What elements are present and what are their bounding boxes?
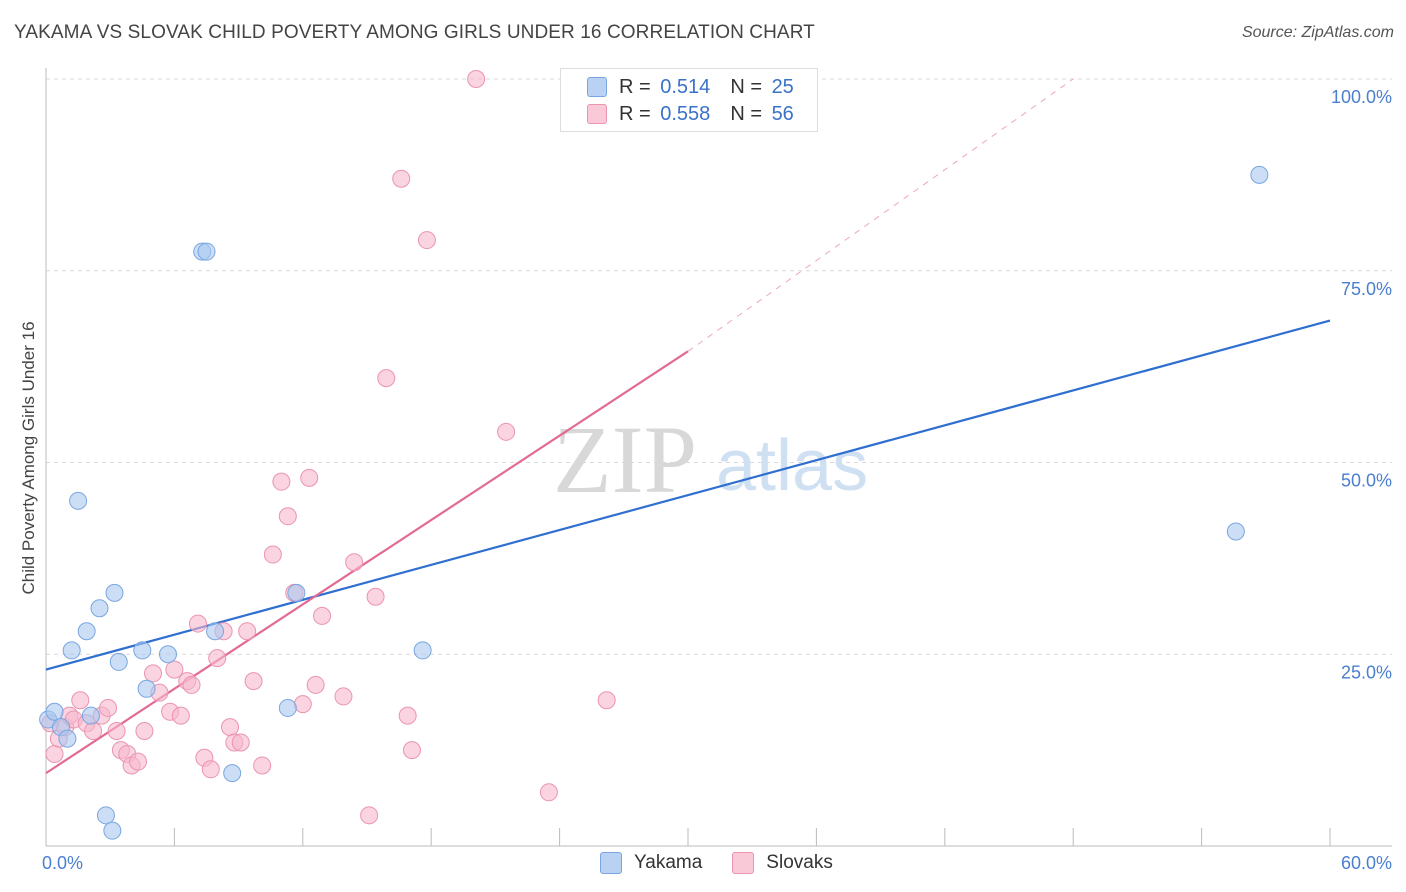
yakama-point bbox=[223, 764, 242, 783]
source-label: Source: ZipAtlas.com bbox=[1241, 24, 1394, 41]
slovaks-point bbox=[597, 691, 616, 710]
yakama-point bbox=[1250, 165, 1269, 184]
slovaks-point bbox=[238, 622, 257, 641]
x-tick-label: 0.0% bbox=[42, 853, 83, 873]
yakama-point bbox=[96, 806, 115, 825]
y-tick-label: 100.0% bbox=[1331, 87, 1392, 107]
legend-box: R = 0.514 N = 25 R = 0.558 N = 56 bbox=[560, 68, 818, 132]
x-tick-label: 60.0% bbox=[1341, 853, 1392, 873]
legend-row-yakama: R = 0.514 N = 25 bbox=[587, 74, 794, 100]
slovaks-point bbox=[71, 691, 90, 710]
yakama-point bbox=[45, 702, 64, 721]
bottom-legend-slovaks: Slovaks bbox=[732, 852, 833, 874]
legend-r-value: 0.558 bbox=[660, 102, 711, 125]
legend-row-slovaks: R = 0.558 N = 56 bbox=[587, 101, 794, 127]
yakama-point bbox=[158, 645, 177, 664]
slovaks-point bbox=[45, 744, 64, 763]
slovaks-point bbox=[345, 553, 364, 572]
legend-r-value: 0.514 bbox=[660, 75, 711, 98]
yakama-point bbox=[133, 641, 152, 660]
legend-swatch-yakama bbox=[587, 77, 607, 97]
slovaks-point bbox=[144, 664, 162, 683]
watermark-zip: ZIP bbox=[553, 406, 697, 513]
slovaks-point bbox=[253, 756, 272, 775]
slovaks-point bbox=[377, 369, 396, 388]
slovaks-point bbox=[208, 649, 227, 668]
legend-n-label: N = bbox=[730, 75, 762, 98]
bottom-legend-swatch-yakama bbox=[600, 852, 622, 874]
yakama-point bbox=[77, 622, 96, 641]
bottom-legend: Yakama Slovaks bbox=[600, 852, 863, 874]
slovaks-point bbox=[313, 606, 332, 625]
slovaks-point bbox=[182, 675, 201, 694]
y-tick-label: 50.0% bbox=[1341, 471, 1392, 491]
y-tick-label: 25.0% bbox=[1341, 662, 1392, 682]
bottom-legend-swatch-slovaks bbox=[732, 852, 755, 874]
slovaks-point bbox=[392, 169, 411, 188]
slovaks-point bbox=[135, 721, 154, 740]
yakama-point bbox=[90, 599, 109, 618]
slovaks-point bbox=[360, 806, 379, 825]
slovaks-point bbox=[306, 675, 325, 694]
bottom-legend-label-slovaks: Slovaks bbox=[766, 852, 833, 873]
yakama-point bbox=[58, 729, 77, 748]
slovaks-point bbox=[278, 507, 297, 526]
legend-n-value: 25 bbox=[771, 75, 794, 98]
slovaks-point bbox=[417, 231, 436, 250]
slovaks-point bbox=[398, 706, 417, 725]
legend-r-label: R = bbox=[619, 75, 651, 98]
grid-layer bbox=[46, 78, 1392, 655]
yakama-point bbox=[109, 652, 128, 671]
slovaks-point bbox=[244, 672, 263, 691]
slovaks-point bbox=[129, 752, 148, 771]
yakama-point bbox=[287, 583, 306, 602]
slovaks-point bbox=[165, 660, 184, 679]
chart-title: YAKAMA VS SLOVAK CHILD POVERTY AMONG GIR… bbox=[14, 22, 815, 43]
slovaks-trend-line bbox=[45, 350, 689, 775]
slovaks-point bbox=[334, 687, 353, 706]
slovaks-point bbox=[402, 741, 421, 760]
slovaks-point bbox=[263, 545, 282, 564]
point-layer bbox=[39, 70, 1269, 840]
slovaks-point bbox=[467, 70, 486, 88]
axis-layer: 25.0% 50.0% 75.0% 100.0% 0.0% 60.0% bbox=[42, 68, 1392, 873]
slovaks-point bbox=[221, 718, 240, 737]
y-axis-label: Child Poverty Among Girls Under 16 bbox=[19, 321, 38, 594]
slovaks-point bbox=[272, 472, 291, 491]
yakama-point bbox=[137, 679, 156, 698]
legend-n-label: N = bbox=[730, 102, 762, 125]
yakama-point bbox=[413, 641, 432, 660]
yakama-point bbox=[105, 583, 124, 602]
slovaks-point bbox=[188, 614, 207, 633]
slovaks-point bbox=[497, 422, 516, 441]
yakama-point bbox=[206, 622, 225, 641]
yakama-point bbox=[278, 698, 297, 717]
legend-swatch-slovaks bbox=[587, 104, 607, 124]
yakama-point bbox=[81, 706, 100, 725]
yakama-trend-line bbox=[45, 319, 1331, 671]
bottom-legend-yakama: Yakama bbox=[600, 852, 702, 874]
slovaks-point bbox=[231, 733, 250, 752]
legend-n-value: 56 bbox=[771, 102, 794, 125]
slovaks-point bbox=[171, 706, 190, 725]
slovaks-point bbox=[366, 587, 385, 606]
slovaks-point bbox=[99, 698, 118, 717]
y-tick-label: 75.0% bbox=[1341, 279, 1392, 299]
yakama-point bbox=[1226, 522, 1245, 541]
yakama-point bbox=[197, 242, 216, 261]
yakama-point bbox=[103, 821, 122, 840]
yakama-point bbox=[69, 491, 88, 510]
bottom-legend-label-yakama: Yakama bbox=[634, 852, 703, 873]
slovaks-point bbox=[84, 721, 103, 740]
slovaks-point bbox=[300, 468, 319, 487]
slovaks-point bbox=[107, 721, 126, 740]
yakama-point bbox=[62, 641, 81, 660]
slovaks-point bbox=[293, 695, 312, 714]
slovaks-point bbox=[539, 783, 558, 802]
slovaks-point bbox=[201, 760, 220, 779]
trend-layer bbox=[45, 78, 1331, 775]
legend-r-label: R = bbox=[619, 102, 651, 125]
